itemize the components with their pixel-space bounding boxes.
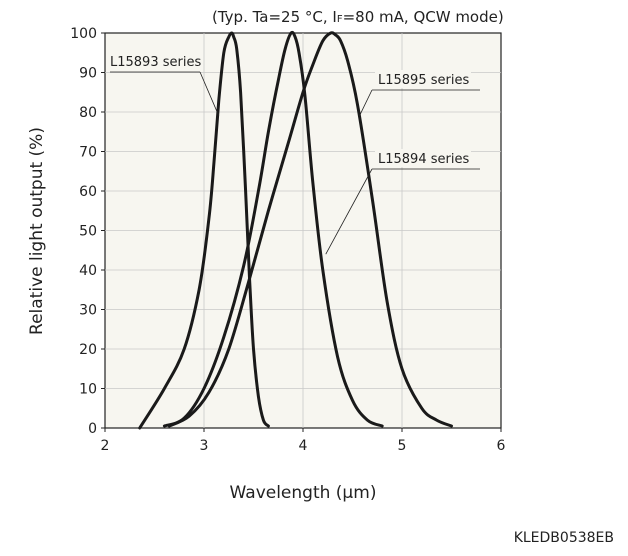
- y-tick-label: 60: [79, 184, 97, 200]
- label-l15895: L15895 series: [378, 73, 469, 88]
- curve-l15893: [138, 31, 270, 430]
- x-tick-label: 4: [299, 438, 308, 454]
- callout-leader: [359, 89, 373, 117]
- x-tick-label: 2: [101, 438, 110, 454]
- measurement-condition: (Typ. Ta=25 °C, IF=80 mA, QCW mode): [212, 8, 504, 26]
- callout-leader: [199, 71, 220, 117]
- y-tick-label: 90: [79, 66, 97, 82]
- y-tick-label: 100: [70, 26, 97, 42]
- y-tick-label: 20: [79, 342, 97, 358]
- axis-ticks: 0 10 20 30 40 50 60 70 80 90 100 2 3 4 5 6: [70, 26, 505, 454]
- y-tick-label: 70: [79, 145, 97, 161]
- y-tick-label: 40: [79, 263, 97, 279]
- y-tick-label: 50: [79, 224, 97, 240]
- y-axis-label: Relative light output (%): [27, 127, 47, 335]
- x-axis-label: Wavelength (µm): [229, 483, 377, 503]
- callout-bg: [375, 149, 471, 167]
- x-tick-label: 3: [200, 438, 209, 454]
- x-tick-label: 6: [497, 438, 506, 454]
- curve-l15895: [167, 31, 453, 428]
- curve-l15894: [162, 30, 384, 428]
- label-l15893: L15893 series: [110, 55, 201, 70]
- callout-bg: [375, 70, 471, 88]
- callout-leader: [325, 168, 373, 255]
- label-l15894: L15894 series: [378, 152, 469, 167]
- callouts: L15893 series L15894 series L15895 series: [107, 52, 480, 255]
- y-tick-label: 10: [79, 382, 97, 398]
- curves: [138, 30, 453, 430]
- y-tick-label: 0: [88, 421, 97, 437]
- y-tick-label: 80: [79, 105, 97, 121]
- x-tick-label: 5: [398, 438, 407, 454]
- callout-bg: [107, 52, 203, 70]
- y-tick-label: 30: [79, 303, 97, 319]
- document-code: KLEDB0538EB: [513, 530, 614, 546]
